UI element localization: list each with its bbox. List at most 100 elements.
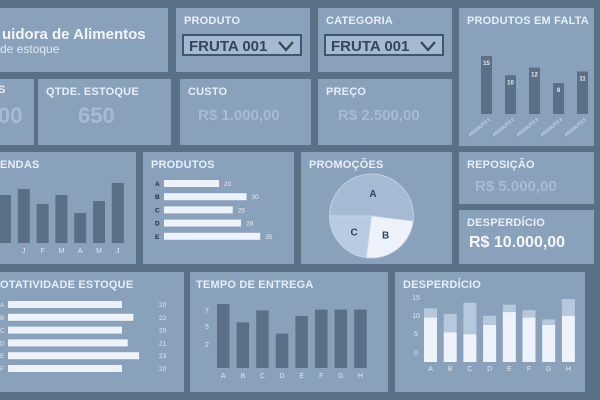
- data-label: 12: [531, 73, 538, 79]
- slice-label: B: [382, 230, 389, 241]
- produto-select[interactable]: FRUTA 001: [182, 34, 302, 56]
- bar: [164, 206, 233, 214]
- bar-segment: [443, 332, 457, 362]
- data-label: 8: [557, 88, 561, 94]
- tick-label: E: [155, 234, 160, 241]
- promocoes-chart: A B C: [329, 173, 414, 259]
- bar: [481, 56, 492, 114]
- kpi-desperdicio-label: DESPERDÍCIO: [467, 217, 545, 229]
- kpi-estoque-label: QTDE. ESTOQUE: [46, 86, 139, 98]
- filter-categoria-panel: CATEGORIA FRUTA 001: [318, 8, 452, 72]
- kpi-left-cut-value: 00: [0, 103, 23, 128]
- data-label: 25: [238, 207, 246, 214]
- desperdicio-chart: 15 10 5 0 A B C D E F G H: [412, 295, 575, 373]
- bar: [275, 333, 289, 368]
- filter-produto-panel: PRODUTO FRUTA 001: [176, 8, 310, 72]
- app-title: uidora de Alimentos: [2, 26, 146, 43]
- data-label: 23: [159, 353, 167, 360]
- tick-label: PRODUTO 5: [564, 117, 588, 138]
- tick-label: A: [428, 366, 433, 373]
- bar-segment: [561, 299, 575, 316]
- header-panel: uidora de Alimentos de estoque: [0, 8, 168, 72]
- bar: [164, 219, 241, 227]
- kpi-estoque-value: 650: [78, 103, 115, 128]
- y-tick-label: 7: [205, 308, 209, 315]
- chevron-down-icon: [278, 41, 294, 52]
- kpi-custo-panel: CUSTO R$ 1.000,00: [180, 79, 311, 145]
- kpi-preco-value: R$ 2.500,00: [338, 107, 420, 124]
- tick-label: A: [0, 302, 5, 309]
- categoria-select[interactable]: FRUTA 001: [324, 34, 444, 56]
- kpi-estoque-panel: QTDE. ESTOQUE 650: [38, 79, 171, 145]
- y-tick-label: 5: [205, 324, 209, 331]
- data-label: 15: [483, 61, 490, 67]
- bar-segment: [483, 315, 497, 325]
- bar-segment: [483, 325, 497, 362]
- bar-segment: [463, 302, 477, 335]
- tick-label: H: [566, 366, 571, 373]
- kpi-left-cut-panel: S 00: [0, 79, 34, 145]
- tick-label: A: [221, 373, 226, 380]
- pie-slice: [365, 215, 414, 259]
- data-label: 35: [265, 234, 273, 241]
- chevron-down-icon: [420, 41, 436, 52]
- bar: [164, 232, 261, 240]
- bar: [315, 309, 328, 368]
- rotatividade-panel: OTATIVIDADE ESTOQUE A 20 B 22 C 20 D 21 E 23 F 20: [0, 272, 184, 392]
- produtos-panel: PRODUTOS A 20 B 30 C 25 D 28 E 35: [143, 152, 294, 264]
- kpi-reposicao-label: REPOSIÇÃO: [467, 159, 535, 171]
- y-tick-label: 15: [412, 295, 420, 302]
- y-tick-label: 0: [414, 350, 418, 357]
- pie-slice: [329, 215, 372, 259]
- bar: [74, 213, 87, 243]
- bar: [354, 309, 367, 368]
- tick-label: F: [319, 373, 323, 380]
- data-label: 11: [579, 76, 586, 82]
- bar: [295, 316, 308, 368]
- tick-label: PRODUTO 3: [516, 117, 540, 138]
- tick-label: A: [155, 181, 160, 188]
- data-label: 20: [159, 302, 167, 309]
- tick-label: E: [0, 353, 5, 360]
- data-label: 22: [159, 315, 167, 322]
- bar: [256, 310, 269, 368]
- produtos-em-falta-title: PRODUTOS EM FALTA: [467, 15, 589, 27]
- data-label: 28: [246, 221, 254, 228]
- bar: [164, 180, 219, 187]
- bar: [8, 313, 134, 321]
- bar: [577, 71, 588, 114]
- tick-label: C: [155, 207, 160, 214]
- bar: [36, 204, 49, 243]
- tick-label: D: [487, 366, 492, 373]
- bar-segment: [424, 308, 437, 318]
- tick-label: F: [527, 366, 531, 373]
- produtos-chart: A 20 B 30 C 25 D 28 E 35: [155, 180, 273, 241]
- tick-label: D: [0, 340, 5, 347]
- tick-label: E: [507, 366, 512, 373]
- slice-label: A: [369, 189, 376, 200]
- promocoes-title: PROMOÇÕES: [309, 159, 384, 171]
- data-label: 20: [224, 181, 232, 188]
- y-tick-label: 5: [414, 331, 418, 338]
- kpi-desperdicio-value: R$ 10.000,00: [469, 234, 566, 251]
- slice-label: C: [351, 227, 358, 238]
- rotatividade-chart: A 20 B 22 C 20 D 21 E 23 F 20: [0, 301, 167, 373]
- filter-produto-label: PRODUTO: [184, 15, 241, 27]
- kpi-custo-value: R$ 1.000,00: [198, 107, 280, 124]
- tick-label: D: [280, 373, 285, 380]
- tick-label: F: [40, 248, 44, 255]
- kpi-left-cut-label: S: [0, 84, 6, 96]
- tick-label: H: [358, 373, 363, 380]
- bar: [8, 339, 128, 347]
- bar-segment: [561, 315, 575, 362]
- desperdicio-title: DESPERDÍCIO: [403, 279, 481, 291]
- bar: [217, 304, 230, 368]
- tick-label: PRODUTO 1: [468, 117, 492, 138]
- bar-segment: [522, 310, 536, 318]
- tempo-entrega-chart: 2 5 7 A B C D E F G H: [205, 304, 367, 380]
- bar: [334, 309, 348, 368]
- vendas-title: ENDAS: [0, 159, 40, 171]
- promocoes-panel: PROMOÇÕES A B C: [301, 152, 452, 264]
- bar: [553, 83, 564, 114]
